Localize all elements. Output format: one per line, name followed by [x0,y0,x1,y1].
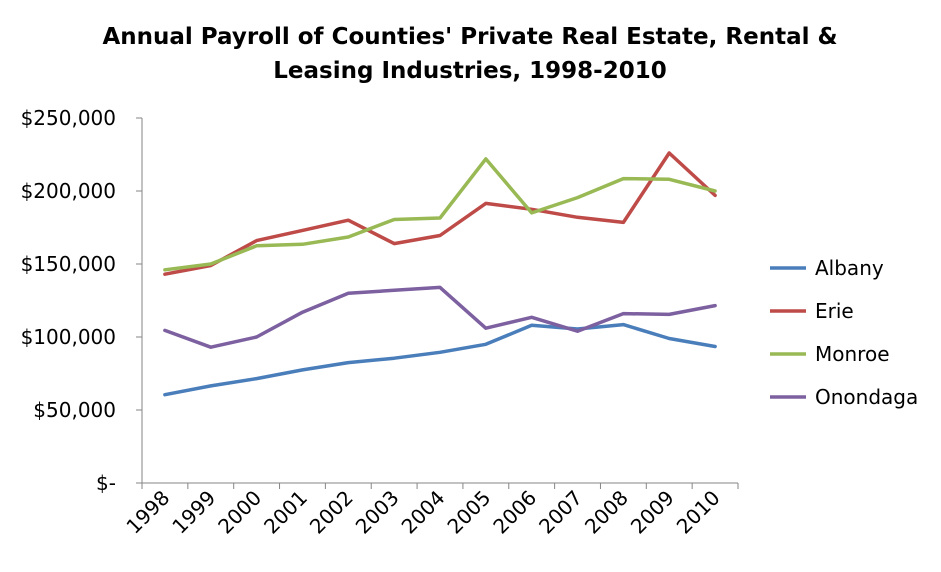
x-tick-label: 2008 [580,486,633,539]
series-line-albany [163,322,717,397]
legend-item-albany: Albany [770,256,884,280]
legend: Albany Erie Monroe Onondaga [770,256,918,409]
series-lines [163,151,717,397]
x-tick-label: 2002 [305,486,358,539]
x-tick-label: 2003 [351,486,404,539]
x-tick-label: 2001 [259,486,312,539]
x-tick-label: 2000 [213,486,266,539]
axes: $- $50,000 $100,000 $150,000 $200,000 $250,00… [21,106,739,539]
y-tick-label: $200,000 [21,179,116,203]
legend-label: Albany [815,256,884,280]
y-tick-label: $50,000 [33,398,116,422]
series-line-monroe [163,157,717,272]
legend-label: Monroe [815,342,890,366]
legend-label: Onondaga [815,385,918,409]
y-tick-label: $- [96,471,116,495]
x-tick-label: 2004 [397,486,450,539]
x-tick-label: 2009 [626,486,679,539]
chart-title-line-1: Annual Payroll of Counties' Private Real… [102,24,838,50]
y-tick-label: $100,000 [21,325,116,349]
x-tick-label: 2005 [442,486,495,539]
y-tick-label: $150,000 [21,252,116,276]
chart-title-line-2: Leasing Industries, 1998-2010 [273,58,667,84]
x-tick-label: 1999 [167,486,220,539]
legend-item-erie: Erie [770,299,854,323]
legend-item-monroe: Monroe [770,342,890,366]
series-line-onondaga [163,285,717,349]
x-tick-label: 2006 [488,486,541,539]
x-tick-label: 2010 [672,486,725,539]
x-tick-label: 1998 [121,486,174,539]
x-tick-label: 2007 [534,486,587,539]
series-line-erie [163,151,717,276]
y-tick-label: $250,000 [21,106,116,130]
legend-label: Erie [815,299,854,323]
legend-item-onondaga: Onondaga [770,385,918,409]
